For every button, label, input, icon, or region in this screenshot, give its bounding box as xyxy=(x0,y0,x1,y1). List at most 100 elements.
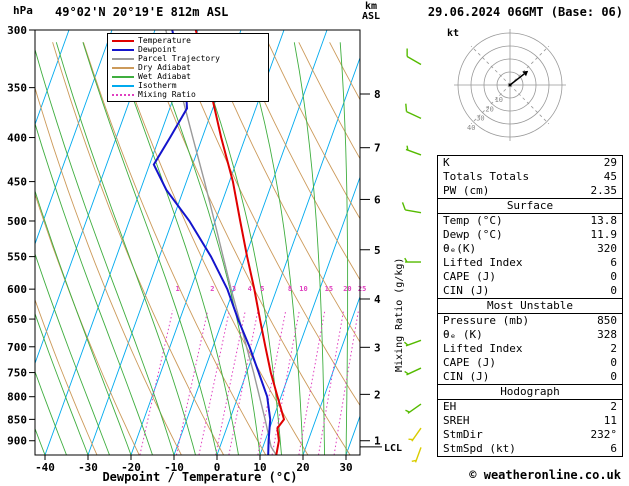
svg-text:10: 10 xyxy=(299,285,307,293)
svg-text:700: 700 xyxy=(7,341,27,354)
svg-text:0: 0 xyxy=(214,461,221,474)
km-axis: 1 2 3 4 5 6 7 8 xyxy=(360,88,381,448)
legend-label: Isotherm xyxy=(138,81,177,90)
svg-text:2: 2 xyxy=(374,388,381,401)
wind-barb xyxy=(405,145,422,156)
table-row: Pressure (mb) 850 xyxy=(438,314,622,328)
svg-text:850: 850 xyxy=(7,413,27,426)
wind-barb xyxy=(408,427,422,442)
svg-text:-30: -30 xyxy=(78,461,98,474)
table-row-label: CAPE (J) xyxy=(443,356,496,369)
svg-text:20: 20 xyxy=(343,285,351,293)
table-row-value: 6 xyxy=(610,256,617,269)
svg-text:15: 15 xyxy=(325,285,333,293)
wet-adiabats xyxy=(35,42,349,455)
svg-text:2: 2 xyxy=(210,285,214,293)
svg-text:550: 550 xyxy=(7,251,27,264)
table-row: StmDir 232° xyxy=(438,428,622,442)
table-row-label: CAPE (J) xyxy=(443,270,496,283)
svg-text:500: 500 xyxy=(7,215,27,228)
legend-label: Temperature xyxy=(138,36,191,45)
table-row-label: SREH xyxy=(443,414,470,427)
table-row-label: PW (cm) xyxy=(443,184,490,197)
background-grid xyxy=(35,30,360,455)
svg-text:-20: -20 xyxy=(121,461,141,474)
legend-label: Mixing Ratio xyxy=(138,90,196,99)
table-row-value: 850 xyxy=(597,314,617,327)
table-row: SREH 11 xyxy=(438,414,622,428)
table-row-value: 232° xyxy=(590,428,618,441)
table-row-value: 11 xyxy=(603,414,617,427)
legend-item: Mixing Ratio xyxy=(112,90,264,99)
table-row-label: StmDir xyxy=(443,428,483,441)
svg-text:30: 30 xyxy=(476,115,484,123)
table-row-label: K xyxy=(443,156,450,169)
svg-text:25: 25 xyxy=(358,285,366,293)
wind-barb xyxy=(405,403,422,414)
station-title: 49°02'N 20°19'E 812m ASL xyxy=(55,5,229,19)
legend-item: Dewpoint xyxy=(112,45,264,54)
svg-text:8: 8 xyxy=(288,285,292,293)
svg-text:3: 3 xyxy=(374,341,381,354)
mixing-ratio-lines xyxy=(139,310,359,455)
table-row-label: Temp (°C) xyxy=(443,214,503,227)
table-row-label: EH xyxy=(443,400,457,413)
table-row-label: θₑ (K) xyxy=(443,328,483,341)
mixing-ratio-axis-label: Mixing Ratio (g/kg) xyxy=(394,257,405,372)
table-row: CIN (J) 0 xyxy=(438,284,622,298)
storm-motion-arrow xyxy=(509,73,525,86)
svg-text:10: 10 xyxy=(495,96,503,104)
lcl-marker: LCL xyxy=(360,443,402,454)
table-row: CAPE (J) 0 xyxy=(438,270,622,284)
table-section-header: Hodograph xyxy=(438,384,622,400)
wind-barb xyxy=(401,202,422,214)
legend-label: Wet Adiabat xyxy=(138,72,191,81)
temperature-curve xyxy=(194,30,286,455)
table-section-header: Most Unstable xyxy=(438,298,622,314)
svg-text:800: 800 xyxy=(7,391,27,404)
table-section-header: Surface xyxy=(438,198,622,214)
svg-text:7: 7 xyxy=(374,142,381,155)
table-row: Lifted Index 2 xyxy=(438,342,622,356)
table-row-value: 0 xyxy=(610,270,617,283)
table-row-label: StmSpd (kt) xyxy=(443,442,516,455)
legend-label: Dewpoint xyxy=(138,45,177,54)
table-row: EH 2 xyxy=(438,400,622,414)
svg-text:450: 450 xyxy=(7,176,27,189)
table-row-value: 11.9 xyxy=(590,228,618,241)
svg-text:1: 1 xyxy=(374,435,381,448)
table-row-label: CIN (J) xyxy=(443,370,490,383)
table-row: Temp (°C) 13.8 xyxy=(438,214,622,228)
hodograph-unit-label: kt xyxy=(447,28,460,39)
legend-item: Wet Adiabat xyxy=(112,72,264,81)
parcel-trajectory-curve xyxy=(165,30,277,455)
wind-barb xyxy=(411,447,422,463)
wind-barb xyxy=(403,339,422,347)
pressure-axis-unit-label: hPa xyxy=(13,4,33,17)
table-row: θₑ (K) 328 xyxy=(438,328,622,342)
legend-label: Dry Adiabat xyxy=(138,63,191,72)
mixing-ratio-labels: 1 2 3 4 5 8 10 15 20 25 xyxy=(175,285,366,293)
table-row-value: 0 xyxy=(610,356,617,369)
svg-text:LCL: LCL xyxy=(384,443,402,454)
table-row: PW (cm) 2.35 xyxy=(438,184,622,198)
legend-item: Temperature xyxy=(112,36,264,45)
table-row-value: 6 xyxy=(610,442,617,455)
table-row-label: Lifted Index xyxy=(443,342,523,355)
table-row: CAPE (J) 0 xyxy=(438,356,622,370)
svg-text:8: 8 xyxy=(374,88,381,101)
temperature-axis: -40 -30 -20 -10 0 10 20 30 xyxy=(35,455,353,474)
table-row-value: 2 xyxy=(610,342,617,355)
table-row-value: 0 xyxy=(610,284,617,297)
table-row-label: Totals Totals xyxy=(443,170,530,183)
legend-item: Dry Adiabat xyxy=(112,63,264,72)
svg-text:750: 750 xyxy=(7,367,27,380)
wind-barb xyxy=(404,257,421,263)
table-row-label: CIN (J) xyxy=(443,284,490,297)
table-row: Lifted Index 6 xyxy=(438,256,622,270)
table-row: Totals Totals 45 xyxy=(438,170,622,184)
table-row: K 29 xyxy=(438,156,622,170)
table-row-label: Pressure (mb) xyxy=(443,314,530,327)
